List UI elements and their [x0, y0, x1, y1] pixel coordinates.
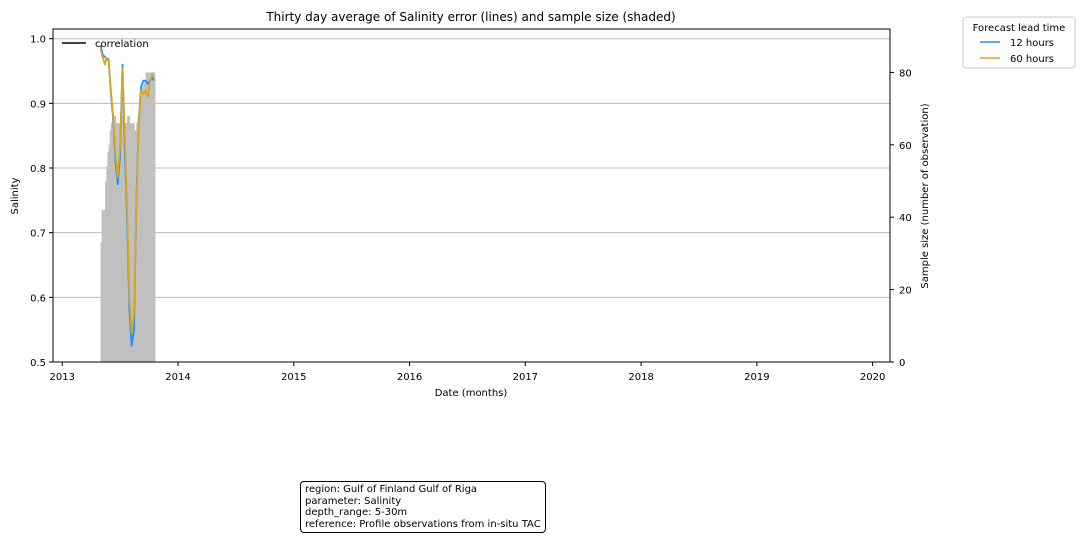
- sample-bar: [103, 209, 106, 362]
- sample-bar: [120, 115, 122, 362]
- gridlines: [53, 38, 890, 298]
- legend-correlation: correlation: [62, 39, 149, 50]
- legend-lead-time: Forecast lead time 12 hours 60 hours: [962, 16, 1076, 69]
- sample-bar: [131, 123, 134, 362]
- y-axis-left: 0.5 0.6 0.7 0.8 0.9 1.0: [30, 35, 53, 369]
- x-tick-label: 2019: [744, 372, 769, 383]
- series-line-1: [99, 48, 155, 334]
- y-axis-label: Salinity: [10, 177, 21, 214]
- legend-title: Forecast lead time: [973, 23, 1066, 34]
- sample-bar: [102, 209, 105, 362]
- sample-bar: [124, 123, 127, 362]
- sample-bar: [108, 144, 111, 362]
- sample-bar: [112, 115, 114, 362]
- y-axis-right: 0 20 40 60 80: [890, 68, 912, 369]
- sample-bar: [146, 72, 149, 362]
- sample-bar: [151, 72, 154, 362]
- sample-bar: [153, 72, 156, 362]
- sample-bar: [142, 86, 144, 363]
- sample-bar: [147, 72, 150, 362]
- info-box: region: Gulf of Finland Gulf of Riga par…: [300, 481, 546, 533]
- x-axis: 2013 2014 2015 2016 2017 2018 2019 2020: [50, 362, 885, 383]
- legend-12h-label: 12 hours: [1010, 38, 1054, 49]
- x-tick-label: 2018: [628, 372, 653, 383]
- sample-bar: [100, 242, 103, 362]
- legend-60h-label: 60 hours: [1010, 54, 1054, 65]
- sample-bar: [145, 72, 148, 362]
- sample-bar: [105, 181, 107, 362]
- sample-bar: [140, 94, 143, 363]
- sample-bar: [121, 115, 124, 362]
- sample-bar: [107, 152, 110, 362]
- x-tick-label: 2015: [281, 372, 306, 383]
- sample-bar: [123, 123, 126, 362]
- plot-frame: [52, 28, 891, 363]
- sample-bar: [118, 123, 121, 362]
- y-right-tick-label: 20: [899, 286, 912, 297]
- sample-bar: [144, 79, 147, 362]
- y-right-tick-label: 80: [899, 68, 912, 79]
- y-tick-label: 0.9: [30, 99, 46, 110]
- sample-bar: [115, 123, 118, 362]
- y-right-tick-label: 40: [899, 213, 912, 224]
- sample-bar: [130, 123, 133, 362]
- y-axis-right-label: Sample size (number of observation): [920, 103, 931, 288]
- sample-bar: [128, 115, 131, 362]
- sample-bar: [122, 108, 125, 362]
- sample-bar: [101, 209, 104, 362]
- legend-correlation-label: correlation: [95, 39, 149, 50]
- info-region: region: Gulf of Finland Gulf of Riga: [305, 484, 478, 495]
- info-reference: reference: Profile observations from in-…: [305, 518, 541, 530]
- info-depth-range: depth_range: 5-30m: [305, 507, 408, 518]
- y-tick-label: 0.8: [30, 164, 46, 175]
- sample-bar: [114, 115, 117, 362]
- sample-bar: [109, 130, 112, 362]
- sample-bar: [152, 72, 155, 362]
- sample-bar: [150, 72, 153, 362]
- x-tick-label: 2016: [397, 372, 422, 383]
- sample-bar: [149, 72, 151, 362]
- sample-bar: [110, 123, 113, 362]
- sample-bar: [113, 115, 115, 362]
- y-right-tick-label: 0: [899, 358, 905, 369]
- sample-bar: [137, 115, 140, 362]
- y-tick-label: 1.0: [30, 35, 46, 46]
- y-tick-label: 0.7: [30, 229, 46, 240]
- sample-bar: [136, 123, 139, 362]
- sample-bar: [132, 123, 135, 362]
- x-tick-label: 2020: [860, 372, 885, 383]
- y-tick-label: 0.6: [30, 293, 46, 304]
- sample-bar: [116, 123, 119, 362]
- x-tick-label: 2013: [50, 372, 75, 383]
- sample-bar: [143, 83, 146, 362]
- sample-bar: [106, 166, 109, 362]
- sample-bar: [138, 108, 141, 362]
- sample-bar: [139, 101, 142, 363]
- x-tick-label: 2017: [513, 372, 538, 383]
- info-parameter: parameter: Salinity: [305, 495, 402, 507]
- x-axis-label: Date (months): [435, 388, 508, 399]
- y-tick-label: 0.5: [30, 358, 46, 369]
- sample-bar: [117, 123, 120, 362]
- series-lines: [99, 44, 155, 347]
- chart-title: Thirty day average of Salinity error (li…: [265, 10, 675, 24]
- legend-box: [962, 16, 1076, 69]
- x-tick-label: 2014: [165, 372, 190, 383]
- sample-bar: [129, 123, 132, 362]
- y-right-tick-label: 60: [899, 141, 912, 152]
